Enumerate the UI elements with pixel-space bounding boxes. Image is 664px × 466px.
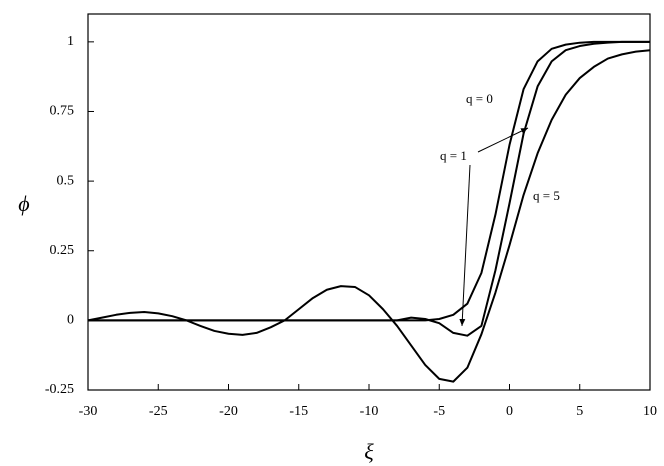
y-tick-label: 0.5 <box>57 173 75 188</box>
x-tick-label: -5 <box>433 404 445 419</box>
curve-label: q = 0 <box>466 91 493 106</box>
y-axis-label: ϕ <box>18 191 29 216</box>
y-tick-label: 0 <box>67 313 74 328</box>
x-tick-label: -30 <box>79 404 98 419</box>
x-tick-label: 0 <box>506 404 513 419</box>
x-tick-label: -25 <box>149 404 168 419</box>
x-tick-label: -20 <box>219 404 238 419</box>
arrow <box>459 164 471 327</box>
curve <box>88 40 650 322</box>
curve <box>87 49 651 383</box>
curve <box>88 40 650 337</box>
x-tick-label: -15 <box>289 404 308 419</box>
plot-frame <box>87 13 651 391</box>
x-axis-label: ξ <box>364 439 374 464</box>
x-tick-label: 10 <box>643 404 657 419</box>
y-tick-label: 0.75 <box>50 104 75 119</box>
y-tick-label: -0.25 <box>45 382 74 397</box>
x-tick-label: 5 <box>576 404 583 419</box>
curve-label: q = 1 <box>440 148 467 163</box>
y-tick-label: 1 <box>67 34 74 49</box>
arrow <box>477 127 529 153</box>
x-tick-label: -10 <box>360 404 379 419</box>
curve-label: q = 5 <box>533 188 560 203</box>
y-tick-label: 0.25 <box>50 243 75 258</box>
